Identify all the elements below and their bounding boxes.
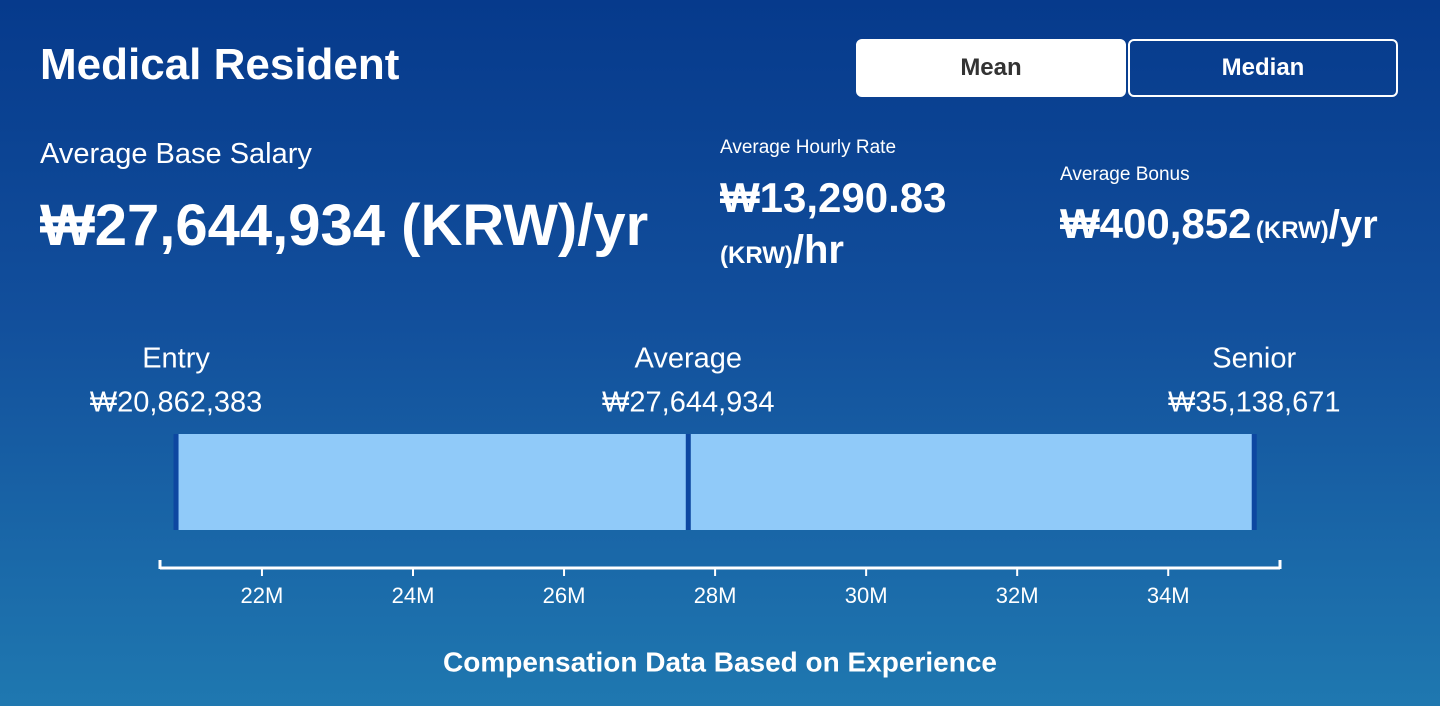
tick-label: 26M: [543, 583, 586, 608]
currency: (KRW): [720, 242, 793, 269]
tick-label: 22M: [241, 583, 284, 608]
period: /yr: [1328, 203, 1378, 247]
mean-toggle[interactable]: Mean: [856, 39, 1126, 97]
marker-value: ₩35,138,671: [1168, 387, 1341, 419]
marker-label: Senior: [1212, 343, 1296, 375]
footer: Compensation Data Based on Experience: [443, 646, 997, 677]
marker-label: Entry: [142, 343, 210, 375]
period: /hr: [792, 228, 844, 272]
base-salary-label: Average Base Salary: [40, 138, 312, 170]
median-toggle[interactable]: Median: [1128, 39, 1398, 97]
bonus-label: Average Bonus: [1060, 164, 1190, 185]
tick-label: 24M: [392, 583, 435, 608]
job-title: Medical Resident: [40, 40, 400, 89]
range-marker: [1251, 434, 1257, 530]
bonus-value-row: ₩400,852 (KRW)/yr: [1060, 200, 1378, 248]
tick-label: 32M: [996, 583, 1039, 608]
hourly-value: ₩13,290.83: [720, 174, 947, 221]
tick-label: 28M: [694, 583, 737, 608]
hourly-unit: (KRW)/hr: [720, 228, 844, 273]
marker-label: Average: [635, 343, 743, 375]
range-segment: [176, 434, 689, 530]
base-salary-value: ₩27,644,934 (KRW)/yr: [40, 193, 649, 258]
marker-value: ₩27,644,934: [602, 387, 775, 419]
marker-value: ₩20,862,383: [90, 387, 263, 419]
tick-label: 30M: [845, 583, 888, 608]
range-marker: [685, 434, 691, 530]
bonus-value: ₩400,852: [1060, 200, 1252, 247]
hourly-label: Average Hourly Rate: [720, 137, 897, 158]
range-marker: [173, 434, 179, 530]
currency: (KRW): [1255, 217, 1329, 244]
range-segment: [688, 434, 1255, 530]
tick-label: 34M: [1147, 583, 1190, 608]
